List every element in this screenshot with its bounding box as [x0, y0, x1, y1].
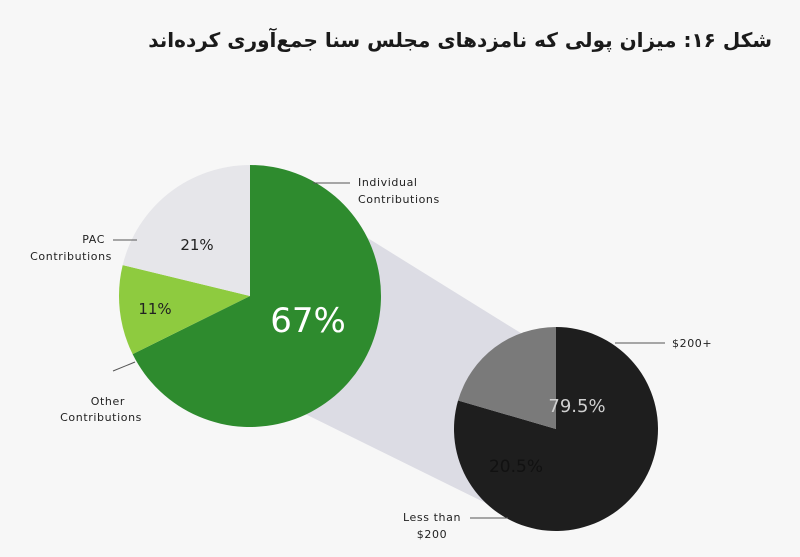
label-individual-line1: Individual [358, 176, 418, 189]
breakdown-pie [453, 327, 658, 531]
label-over-200: $200+ [672, 337, 712, 350]
label-other-line2: Contributions [60, 411, 142, 424]
pct-label-individual: 67% [270, 301, 346, 341]
main-pie [118, 165, 381, 427]
label-pac-line1: PAC [82, 233, 105, 246]
leader-line-other [112, 361, 136, 372]
pie-slice-less-than-200 [458, 327, 556, 429]
figure-title: شکل ۱۶: میزان پولی که نامزدهای مجلس سنا … [148, 28, 772, 52]
pct-label-other: 11% [138, 300, 171, 318]
label-less-than-200-line2: $200 [417, 528, 447, 541]
pct-label-less-than-200: 20.5% [489, 457, 543, 477]
label-less-than-200-line1: Less than [403, 511, 461, 524]
pie-slice-pac-contributions [122, 165, 250, 296]
pct-label-over-200: 79.5% [548, 396, 605, 417]
label-pac-line2: Contributions [30, 250, 112, 263]
pie-slice-individual-contributions [132, 165, 381, 427]
label-other-line1: Other [91, 395, 125, 408]
pie-slice-over-200 [453, 327, 658, 531]
pct-label-pac: 21% [180, 236, 213, 254]
label-individual-line2: Contributions [358, 193, 440, 206]
pie-slice-other-contributions [118, 265, 251, 355]
